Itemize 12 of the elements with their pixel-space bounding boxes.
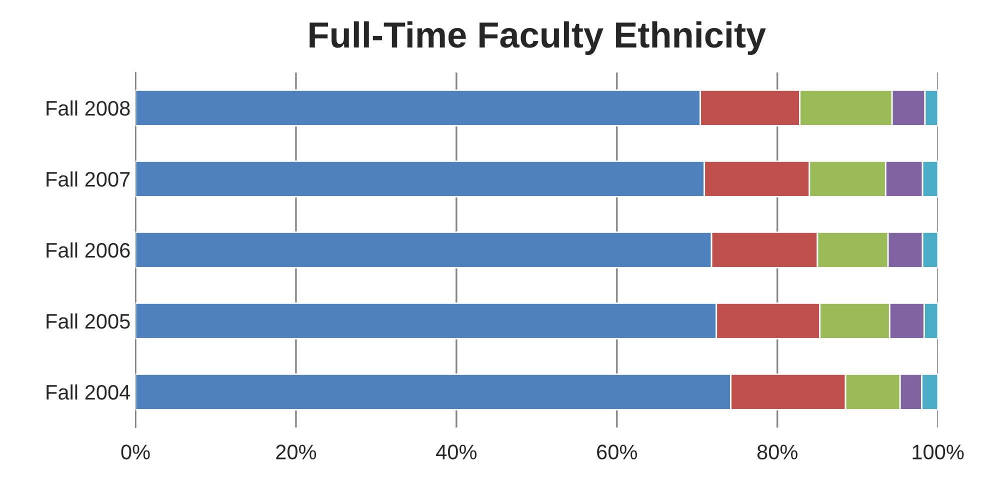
- x-tick-label: 20%: [276, 444, 316, 460]
- chart-title: Full-Time Faculty Ethnicity: [310, 21, 766, 55]
- y-tick-label: Fall 2006: [46, 242, 130, 258]
- x-tick-label: 80%: [757, 444, 798, 460]
- x-tick-label: 60%: [597, 444, 637, 460]
- x-tick-label: 100%: [912, 444, 964, 460]
- y-tick-label: Fall 2004: [46, 384, 130, 400]
- x-tick-label: 40%: [436, 444, 477, 460]
- x-tick-label: 0%: [121, 444, 150, 460]
- y-tick-label: Fall 2008: [46, 100, 130, 116]
- y-tick-label: Fall 2007: [46, 171, 130, 187]
- y-tick-label: Fall 2005: [46, 313, 130, 329]
